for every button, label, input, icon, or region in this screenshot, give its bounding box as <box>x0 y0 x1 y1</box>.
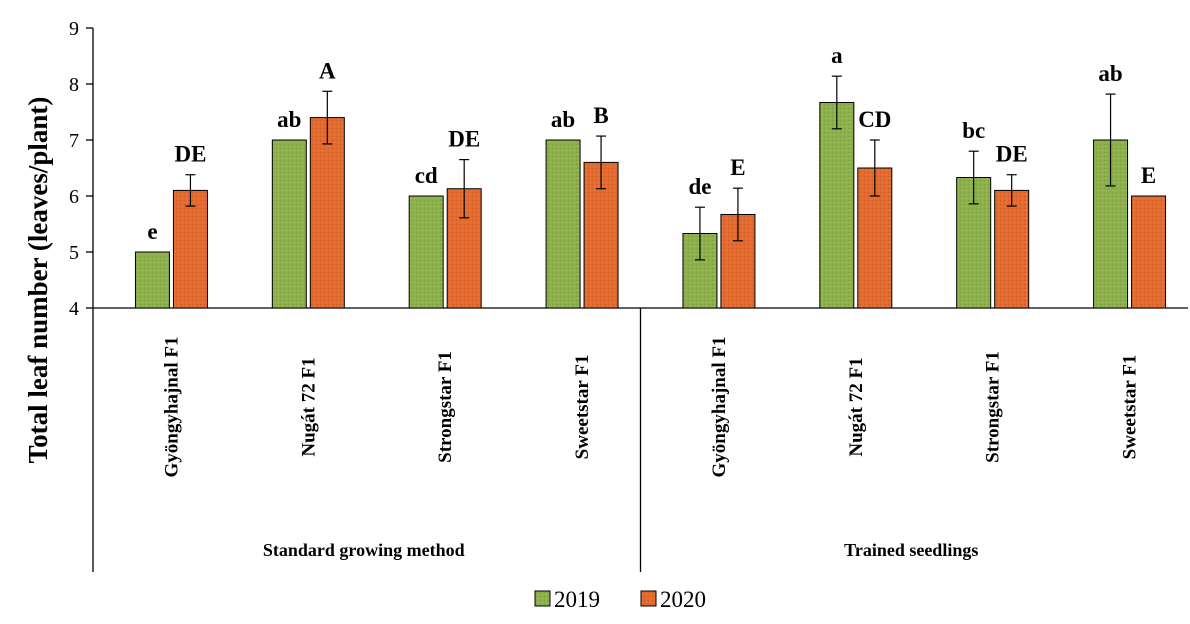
significance-letter: e <box>147 219 157 244</box>
x-category-label: Gyöngyhajnal F1 <box>161 337 182 478</box>
x-category-label: Sweetstar F1 <box>1120 355 1141 460</box>
y-tick-label: 9 <box>69 18 79 40</box>
y-tick-label: 4 <box>69 298 79 320</box>
y-tick-label: 8 <box>69 74 79 96</box>
y-tick-label: 7 <box>69 130 79 152</box>
significance-letter: bc <box>962 118 985 143</box>
bar-2019 <box>134 251 170 309</box>
significance-letter: ab <box>551 107 575 132</box>
significance-letter: de <box>688 174 711 199</box>
bar-2019 <box>545 139 581 309</box>
x-category-label: Strongstar F1 <box>983 351 1004 463</box>
significance-letter: ab <box>277 107 301 132</box>
significance-letter: CD <box>858 107 891 132</box>
significance-letter: a <box>831 43 843 68</box>
bar-2020 <box>994 189 1030 309</box>
legend-swatch-2020 <box>640 590 657 607</box>
y-tick-label: 6 <box>69 186 79 208</box>
x-category-label: Nugát 72 F1 <box>298 357 319 456</box>
significance-letter: DE <box>448 127 480 152</box>
significance-letter: E <box>730 155 745 180</box>
legend-swatch-2019 <box>534 590 551 607</box>
bar-2019 <box>271 139 307 309</box>
legend-label: 2020 <box>660 587 706 612</box>
legend-label: 2019 <box>554 587 600 612</box>
bar-2020 <box>1131 195 1167 309</box>
x-category-label: Sweetstar F1 <box>572 355 593 460</box>
group-label: Trained seedlings <box>844 540 978 560</box>
y-tick-label: 5 <box>69 242 79 264</box>
group-label: Standard growing method <box>263 540 465 560</box>
significance-letter: E <box>1141 163 1156 188</box>
bar-2019 <box>819 101 855 309</box>
x-category-label: Strongstar F1 <box>435 351 456 463</box>
bar-2019 <box>408 195 444 309</box>
x-category-label: Gyöngyhajnal F1 <box>709 337 730 478</box>
bar-2020 <box>309 117 345 309</box>
significance-letter: A <box>319 58 336 83</box>
x-category-label: Nugát 72 F1 <box>846 357 867 456</box>
significance-letter: ab <box>1098 61 1122 86</box>
bar-2020 <box>172 189 208 309</box>
significance-letter: DE <box>174 142 206 167</box>
y-axis-title: Total leaf number (leaves/plant) <box>23 97 53 464</box>
significance-letter: DE <box>996 142 1028 167</box>
significance-letter: cd <box>415 163 438 188</box>
significance-letter: B <box>593 103 608 128</box>
